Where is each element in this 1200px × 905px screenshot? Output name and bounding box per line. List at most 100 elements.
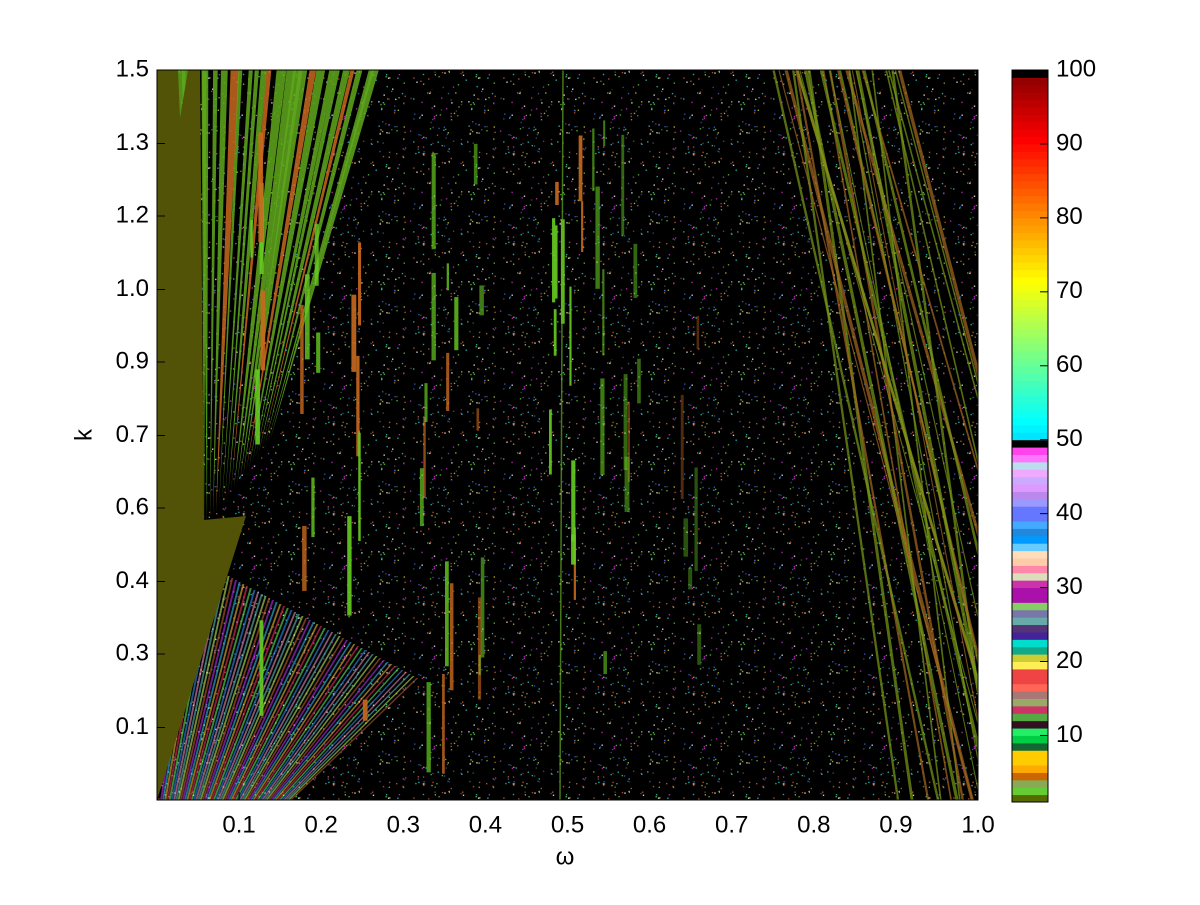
color-band — [250, 642, 352, 800]
colorbar-segment — [1012, 240, 1048, 248]
color-band — [283, 672, 408, 800]
colorbar-segment — [1012, 683, 1048, 692]
colorbar-segment — [1012, 580, 1048, 589]
colorbar-segment — [1012, 572, 1048, 581]
green-streak — [258, 70, 351, 456]
y-tick-label: 0.9 — [116, 347, 149, 374]
colorbar-segment — [1012, 158, 1048, 167]
diagonal-streak — [851, 70, 978, 723]
vertical-streak — [623, 374, 628, 471]
y-tick-label: 1.5 — [116, 55, 149, 82]
color-band — [270, 660, 385, 800]
green-streak — [252, 70, 336, 464]
diagonal-streak — [862, 70, 978, 558]
green-streak — [264, 70, 363, 448]
olive-region — [157, 70, 246, 800]
green-streak — [210, 70, 218, 520]
vertical-streak — [314, 223, 319, 286]
vertical-streak — [362, 699, 368, 721]
vertical-streak — [356, 355, 360, 457]
vertical-streak — [423, 417, 426, 498]
colorbar-segment — [1012, 299, 1048, 308]
vertical-streak — [446, 263, 449, 291]
x-tick-label: 0.5 — [551, 811, 584, 838]
colorbar-segment — [1012, 506, 1048, 515]
vertical-streak — [304, 274, 310, 360]
colorbar — [1012, 70, 1048, 803]
colorbar-segment — [1012, 306, 1048, 315]
vertical-streak — [258, 132, 264, 243]
colorbar-segment — [1012, 447, 1048, 455]
vertical-streak — [627, 401, 630, 482]
colorbar-segment — [1012, 387, 1048, 396]
colorbar-segment — [1012, 528, 1048, 537]
diagonal-streak — [894, 70, 978, 387]
vertical-streak — [595, 186, 600, 289]
color-band — [234, 628, 326, 800]
colorbar-segment — [1012, 417, 1048, 426]
vertical-streak — [302, 525, 307, 591]
color-band — [254, 646, 360, 800]
vertical-streak — [316, 332, 321, 373]
colorbar-segment — [1012, 476, 1048, 485]
vertical-streak — [476, 408, 480, 431]
vertical-streak — [358, 242, 362, 326]
green-streak — [225, 70, 259, 500]
vertical-streak — [554, 225, 558, 299]
colorbar-segment — [1012, 765, 1048, 773]
colorbar-segment — [1012, 173, 1048, 182]
vertical-streak — [555, 181, 559, 206]
vertical-streak — [697, 624, 702, 665]
color-band — [245, 638, 345, 800]
colorbar-segment — [1012, 713, 1048, 722]
vertical-streak — [419, 468, 424, 527]
colorbar-segment — [1012, 262, 1048, 271]
color-band — [274, 664, 393, 800]
colorbar-segment — [1012, 609, 1048, 618]
colorbar-segment — [1012, 794, 1048, 803]
color-band — [179, 578, 234, 800]
colorbar-segment — [1012, 639, 1048, 648]
colorbar-segment — [1012, 772, 1048, 781]
color-band — [190, 588, 252, 800]
diagonal-streak — [855, 70, 978, 698]
colorbar-segment — [1012, 210, 1048, 219]
vertical-streak — [250, 219, 253, 258]
vertical-streak — [477, 597, 482, 700]
green-streak — [255, 70, 340, 460]
vertical-streak — [311, 477, 315, 538]
color-band — [210, 606, 286, 800]
vertical-streak — [552, 218, 556, 303]
color-band — [223, 618, 308, 800]
colorbar-segment — [1012, 498, 1048, 507]
colorbar-tick-label: 10 — [1056, 721, 1083, 748]
colorbar-segment — [1012, 151, 1048, 160]
x-tick-label: 0.2 — [305, 811, 338, 838]
colorbar-segment — [1012, 136, 1048, 145]
color-band — [193, 590, 256, 800]
color-band — [265, 656, 378, 800]
colorbar-segment — [1012, 277, 1048, 285]
heatmap-image — [157, 70, 978, 800]
y-tick-label: 0.4 — [116, 567, 149, 594]
vertical-streak — [446, 352, 450, 412]
vertical-streak — [683, 518, 689, 557]
colorbar-segment — [1012, 395, 1048, 404]
colorbar-segment — [1012, 217, 1048, 226]
colorbar-segment — [1012, 380, 1048, 389]
green-streak — [202, 70, 209, 524]
colorbar-segment — [1012, 646, 1048, 655]
vertical-streak — [549, 409, 552, 475]
vertical-streak — [444, 561, 449, 667]
color-band — [252, 644, 356, 800]
colorbar-segment — [1012, 631, 1048, 640]
y-tick-label: 1.0 — [116, 275, 149, 302]
vertical-streak — [454, 297, 459, 351]
x-tick-label: 0.8 — [797, 811, 830, 838]
color-band — [226, 620, 311, 800]
color-band — [197, 594, 263, 800]
colorbar-segment — [1012, 691, 1048, 699]
colorbar-segment — [1012, 484, 1048, 492]
x-tick-label: 0.7 — [715, 811, 748, 838]
colorbar-segment — [1012, 565, 1048, 574]
